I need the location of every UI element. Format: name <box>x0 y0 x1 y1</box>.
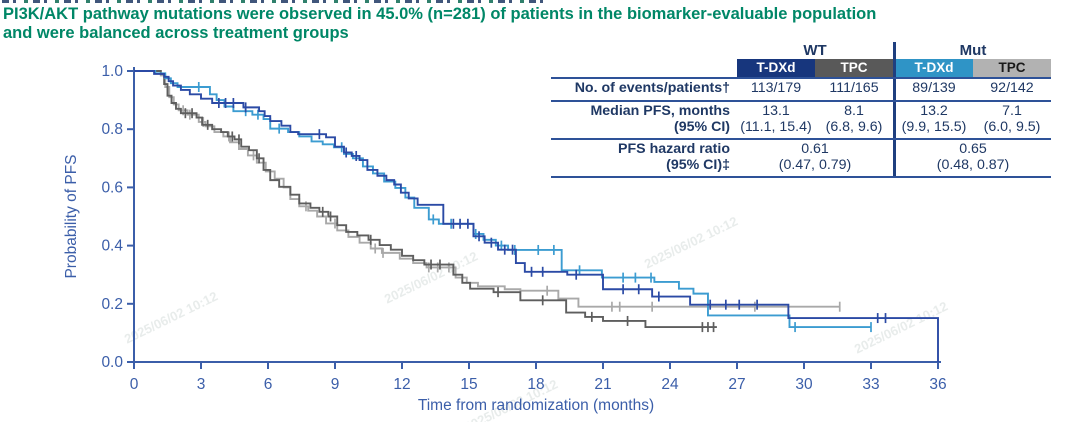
hazard-label-line1: PFS hazard ratio <box>618 140 730 157</box>
x-tick-label: 18 <box>527 376 544 393</box>
x-tick-label: 30 <box>795 376 813 393</box>
events-tpc-wt: 111/165 <box>829 80 879 96</box>
median-tdxd-wt: 13.1 (11.1, 15.4) <box>740 102 812 136</box>
km-curve-tdxd_wt <box>134 70 939 362</box>
title-line-2: and were balanced across treatment group… <box>3 24 349 42</box>
events-tpc-mut: 92/142 <box>990 80 1034 96</box>
x-tick-label: 12 <box>393 376 410 393</box>
y-tick-label: 0.0 <box>101 354 123 371</box>
row-label-hazard: PFS hazard ratio (95% CI)‡ <box>551 141 737 174</box>
table-rule <box>551 100 1051 102</box>
col-header-tdxd-mut: T-DXd <box>895 59 973 77</box>
col-header-tpc-mut: TPC <box>973 59 1051 77</box>
table-row-median: Median PFS, months (95% CI) 13.1 (11.1, … <box>551 100 1051 138</box>
page-title: PI3K/AKT pathway mutations were observed… <box>3 5 1003 43</box>
y-tick-label: 0.4 <box>101 238 123 255</box>
group-header-wt: WT <box>803 42 827 59</box>
median-tpc-mut: 7.1 (6.0, 9.5) <box>983 102 1041 136</box>
median-label-line1: Median PFS, months <box>590 102 730 119</box>
y-tick-label: 1.0 <box>101 63 123 80</box>
group-header-mut: Mut <box>959 42 987 59</box>
x-tick-label: 15 <box>460 376 477 393</box>
table-group-divider <box>893 42 896 177</box>
events-tdxd-mut: 89/139 <box>912 80 956 96</box>
x-tick-label: 9 <box>331 376 340 393</box>
x-tick-label: 27 <box>728 376 745 393</box>
x-tick-label: 33 <box>862 376 879 393</box>
events-tdxd-wt: 113/179 <box>750 80 802 96</box>
table-rule <box>551 77 1051 79</box>
x-tick-label: 6 <box>264 376 273 393</box>
table-group-header-row: WT Mut <box>551 42 1051 59</box>
x-tick-label: 24 <box>661 376 679 393</box>
title-line-1: PI3K/AKT pathway mutations were observed… <box>3 5 877 23</box>
km-curve-tdxd_mut <box>134 70 871 329</box>
x-tick-label: 3 <box>197 376 206 393</box>
km-curve-tpc_wt <box>134 70 717 329</box>
table-col-header-row: T-DXd TPC T-DXd TPC <box>551 59 1051 77</box>
col-header-tpc-wt: TPC <box>815 59 893 77</box>
table-row-hazard: PFS hazard ratio (95% CI)‡ 0.61 (0.47, 0… <box>551 138 1051 176</box>
hazard-wt: 0.61 (0.47, 0.79) <box>778 140 852 174</box>
y-tick-label: 0.6 <box>101 179 123 196</box>
hazard-label-line2: (95% CI)‡ <box>666 157 730 173</box>
cutoff-text-sliver <box>2 0 547 3</box>
stats-table: WT Mut T-DXd TPC T-DXd TPC No. of events… <box>551 42 1051 178</box>
x-tick-label: 36 <box>929 376 946 393</box>
median-tdxd-mut: 13.2 (9.9, 15.5) <box>901 102 967 136</box>
y-tick-label: 0.2 <box>101 296 123 313</box>
col-header-tdxd-wt: T-DXd <box>737 59 815 77</box>
x-tick-label: 21 <box>594 376 611 393</box>
row-label-median: Median PFS, months (95% CI) <box>551 103 737 136</box>
x-tick-label: 0 <box>130 376 139 393</box>
y-tick-label: 0.8 <box>101 121 123 138</box>
row-label-events: No. of events/patients† <box>574 80 730 96</box>
y-axis-title: Probability of PFS <box>63 154 80 278</box>
table-rule <box>551 138 1051 140</box>
median-label-line2: (95% CI) <box>674 119 730 135</box>
hazard-mut: 0.65 (0.48, 0.87) <box>936 140 1010 174</box>
table-row-events: No. of events/patients† 113/179 111/165 … <box>551 77 1051 100</box>
x-axis-title: Time from randomization (months) <box>418 397 654 414</box>
table-rule <box>551 176 1051 178</box>
median-tpc-wt: 8.1 (6.8, 9.6) <box>825 102 883 136</box>
